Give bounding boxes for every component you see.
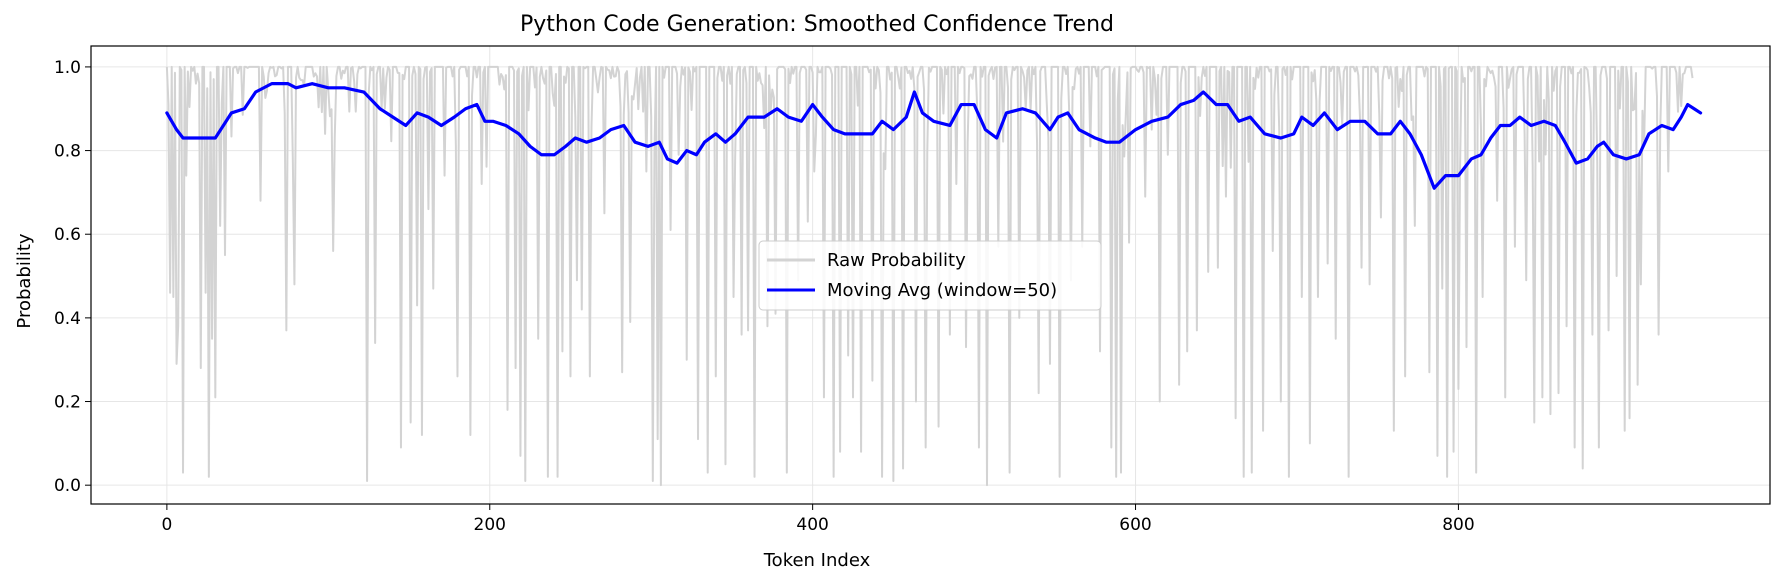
y-tick-label: 0.6 (54, 225, 81, 245)
legend-label-raw: Raw Probability (827, 250, 966, 271)
y-tick-label: 0.2 (54, 393, 81, 413)
x-tick-label: 800 (1442, 515, 1474, 535)
y-tick-label: 0.4 (54, 309, 81, 329)
moving-average-line (165, 82, 1703, 190)
y-tick-label: 1.0 (54, 58, 81, 78)
y-axis-ticks: 0.0 0.2 0.4 0.6 0.8 1.0 (54, 58, 91, 496)
chart-title: Python Code Generation: Smoothed Confide… (520, 12, 1114, 37)
raw-probability-line (165, 65, 1694, 487)
x-tick-label: 400 (796, 515, 828, 535)
legend-box (758, 240, 1102, 311)
x-axis-ticks: 0 200 400 600 800 (161, 504, 1475, 535)
grid (91, 46, 1770, 504)
x-tick-label: 200 (474, 515, 506, 535)
y-tick-label: 0.8 (54, 142, 81, 162)
plot-frame (90, 45, 1771, 505)
x-axis-label: Token Index (763, 550, 871, 571)
y-tick-label: 0.0 (54, 476, 81, 496)
moving-average-series (165, 82, 1703, 190)
legend: Raw Probability Moving Avg (window=50) (758, 240, 1102, 311)
x-tick-label: 600 (1119, 515, 1151, 535)
legend-label-moving-avg: Moving Avg (window=50) (827, 280, 1057, 301)
x-tick-label: 0 (161, 515, 172, 535)
y-axis-label: Probability (14, 233, 35, 328)
raw-probability-series (165, 65, 1694, 487)
